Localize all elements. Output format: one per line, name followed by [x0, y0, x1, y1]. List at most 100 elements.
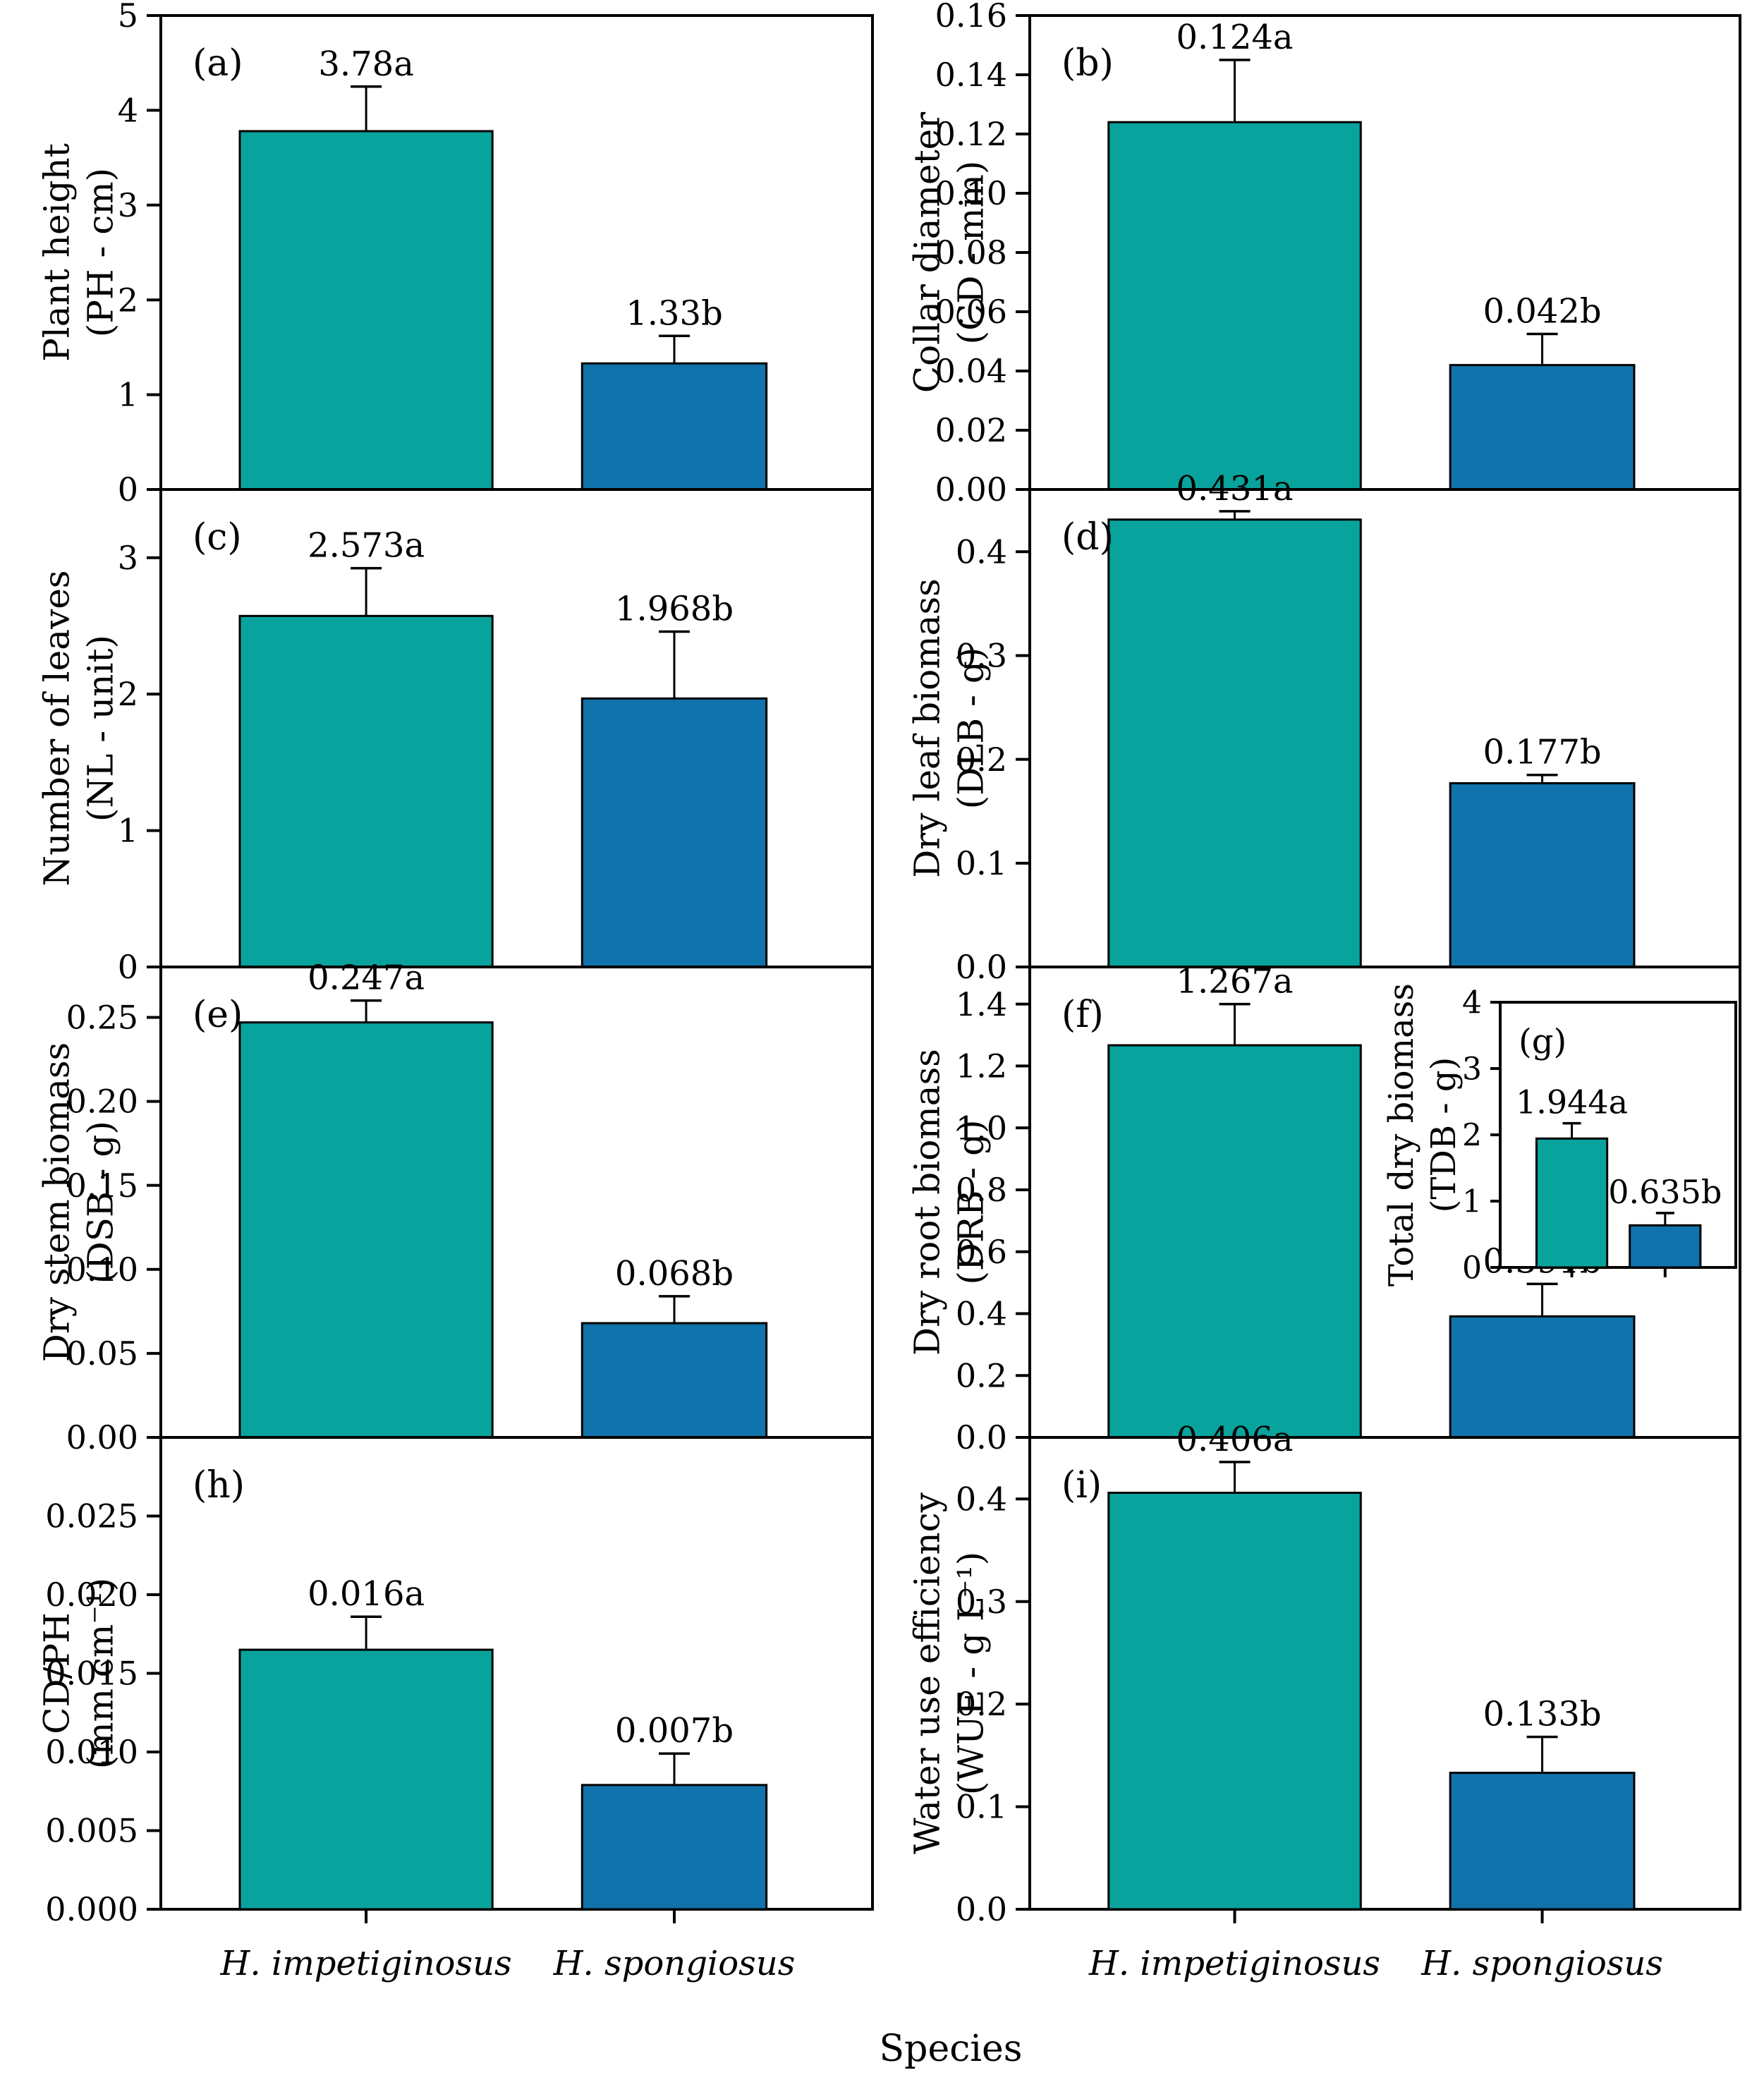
- panel-letter-f: (f): [1062, 994, 1104, 1036]
- panel-g: 0 1 2 3 4 1.944a 0.635b (g) Total dry biomass (TD…: [1382, 983, 1737, 1286]
- species-label: H. impetiginosus: [220, 1944, 512, 1983]
- bar-b-series2: [1449, 364, 1636, 491]
- y-axis-label-d-line2: (DLB - g): [951, 647, 992, 810]
- y-tick-label: 3: [1462, 1051, 1482, 1087]
- y-tick-label: 0.4: [956, 1480, 1007, 1518]
- bar-a-series1: [238, 130, 494, 491]
- y-tick-label: 0.10: [935, 174, 1007, 212]
- y-axis-label-e-line2: (DSB - g): [80, 1121, 121, 1284]
- x-axis-labels: H. impetiginosus H. spongiosus H. impetigi…: [220, 1944, 1663, 2070]
- value-label: 0.007b: [615, 1711, 734, 1751]
- panel-letter-b: (b): [1062, 42, 1114, 85]
- bar-h-series2: [580, 1784, 768, 1911]
- y-tick-label: 0.1: [956, 844, 1007, 882]
- value-label: 0.406a: [1176, 1420, 1294, 1459]
- y-tick-label: 0: [1462, 1250, 1482, 1286]
- y-tick-label: 0.4: [956, 533, 1007, 571]
- bar-e-series1: [238, 1021, 494, 1439]
- y-tick-label: 0.02: [935, 411, 1007, 449]
- panel-letter-e: (e): [193, 994, 243, 1036]
- bar-f-series2: [1449, 1315, 1636, 1439]
- value-label: 0.068b: [615, 1254, 734, 1294]
- panel-letter-a: (a): [193, 42, 243, 85]
- y-axis-label-d-line1: Dry leaf biomass: [907, 578, 948, 878]
- y-axis-label-i-line1: Water use efficiency: [907, 1492, 948, 1854]
- y-tick-label: 0.025: [45, 1497, 138, 1535]
- y-tick-label: 0.12: [935, 115, 1007, 153]
- species-label: H. spongiosus: [1421, 1944, 1663, 1983]
- value-label: 1.267a: [1176, 962, 1294, 1002]
- bar-g-series1: [1535, 1137, 1609, 1269]
- bar-d-series2: [1449, 782, 1636, 968]
- y-tick-label: 0.2: [956, 1685, 1007, 1723]
- y-tick-label: 1: [1462, 1183, 1482, 1219]
- panel-b: 0.00 0.02 0.04 0.06 0.08 0.10 0.12 0.14 0.16 0.12…: [907, 0, 1741, 509]
- panel-d: 0.0 0.1 0.2 0.3 0.4 0.431a 0.177b (d) Dry leaf b…: [907, 469, 1741, 986]
- value-label: 1.944a: [1516, 1083, 1628, 1121]
- panel-a: 0 1 2 3 4 5 3.78a 1.33b (a) Plant height (PH - cm): [37, 0, 874, 509]
- y-tick-label: 0.04: [935, 352, 1007, 390]
- species-label: H. spongiosus: [553, 1944, 796, 1983]
- y-tick-label: 4: [1462, 985, 1482, 1021]
- panel-h: 0.000 0.005 0.010 0.015 0.020 0.025 0.016a 0.00…: [37, 1436, 874, 1928]
- y-tick-label: 0.0: [956, 1890, 1007, 1928]
- panel-letter-c: (c): [193, 516, 242, 559]
- bar-e-series2: [580, 1322, 768, 1439]
- value-label: 0.177b: [1483, 733, 1601, 772]
- y-tick-label: 0.8: [956, 1171, 1007, 1209]
- y-tick-label: 0.00: [66, 1418, 138, 1456]
- y-tick-label: 4: [118, 92, 138, 130]
- bar-c-series1: [238, 614, 494, 968]
- y-tick-label: 0.10: [66, 1251, 138, 1289]
- y-axis-label-h-line2: (mm cm⁻¹): [80, 1578, 121, 1770]
- bar-i-series2: [1449, 1772, 1636, 1911]
- panel-e: 0.00 0.05 0.10 0.15 0.20 0.25 0.247a 0.068b (e) D…: [37, 959, 874, 1456]
- panel-letter-g: (g): [1519, 1022, 1567, 1061]
- y-tick-label: 0.20: [66, 1083, 138, 1121]
- y-axis-label-b-line2: (CD - mm): [951, 161, 992, 345]
- y-tick-label: 0.25: [66, 999, 138, 1037]
- panel-letter-h: (h): [193, 1464, 245, 1507]
- value-label: 1.33b: [626, 293, 723, 333]
- y-tick-label: 0.020: [45, 1576, 138, 1614]
- y-tick-label: 5: [118, 0, 138, 35]
- y-tick-label: 1: [118, 812, 138, 850]
- y-axis-label-e-line1: Dry stem biomass: [37, 1042, 78, 1362]
- y-axis-label-a-line2: (PH - cm): [80, 168, 121, 337]
- y-tick-label: 0.3: [956, 637, 1007, 675]
- y-tick-label: 0.4: [956, 1295, 1007, 1333]
- value-label: 0.016a: [308, 1574, 425, 1614]
- y-tick-label: 0.2: [956, 1356, 1007, 1394]
- value-label: 0.635b: [1608, 1173, 1722, 1211]
- y-tick-label: 0.005: [45, 1812, 138, 1850]
- y-axis-label-g-line2: (TDB - g): [1424, 1057, 1464, 1213]
- bar-f-series1: [1107, 1044, 1362, 1439]
- y-tick-label: 0.06: [935, 293, 1007, 331]
- bar-i-series1: [1107, 1492, 1362, 1911]
- panel-letter-i: (i): [1062, 1464, 1102, 1507]
- species-label: H. impetiginosus: [1088, 1944, 1380, 1983]
- y-axis-label-c-line1: Number of leaves: [37, 570, 78, 886]
- y-tick-label: 0.010: [45, 1733, 138, 1771]
- y-tick-label: 2: [118, 281, 138, 319]
- y-tick-label: 0.05: [66, 1334, 138, 1373]
- y-tick-label: 0.6: [956, 1233, 1007, 1271]
- y-tick-label: 1.4: [956, 985, 1007, 1023]
- y-tick-label: 0: [118, 948, 138, 986]
- panel-i: 0.0 0.1 0.2 0.3 0.4 0.406a 0.133b (i) Water use …: [907, 1420, 1741, 1928]
- bar-a-series2: [580, 362, 768, 491]
- y-tick-label: 0.00: [935, 470, 1007, 509]
- y-tick-label: 0.000: [45, 1890, 138, 1928]
- y-tick-label: 0.15: [66, 1167, 138, 1205]
- y-axis-label-g-line1: Total dry biomass: [1382, 983, 1421, 1286]
- y-tick-label: 2: [1462, 1117, 1482, 1153]
- y-axis-label-f-line2: (DRB - g): [951, 1119, 992, 1284]
- bar-h-series1: [238, 1648, 494, 1911]
- y-tick-label: 3: [118, 539, 138, 577]
- y-tick-label: 3: [118, 186, 138, 224]
- y-axis-label-i-line2: (WUE - g L⁻¹): [951, 1552, 992, 1795]
- y-tick-label: 0.0: [956, 1418, 1007, 1456]
- value-label: 0.431a: [1176, 469, 1294, 509]
- value-label: 2.573a: [308, 526, 425, 566]
